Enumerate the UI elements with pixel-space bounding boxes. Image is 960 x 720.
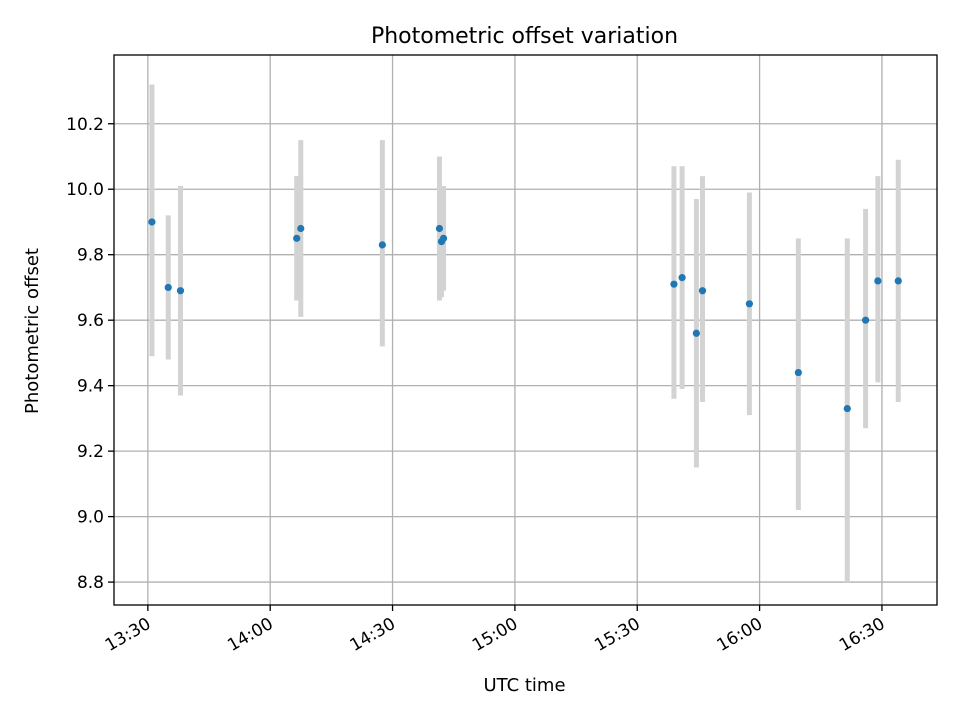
plot-frame [113,54,938,606]
x-tick-label: 14:00 [224,614,276,656]
data-point [692,329,700,337]
data-point [176,287,185,295]
x-tick-label: 16:30 [836,614,888,656]
data-point [843,404,851,413]
y-axis-ticks: 8.8 9.0 9.2 9.4 9.6 9.8 10.0 10.2 [66,115,114,593]
x-tick-label: 14:30 [347,614,399,656]
data-point [894,277,902,285]
y-tick-label: 10.0 [66,180,104,200]
data-points [148,218,902,413]
data-point [435,224,444,233]
grid-lines [114,55,937,605]
data-point [874,277,882,285]
data-point [862,316,870,324]
data-point [794,368,802,377]
data-point [745,300,753,308]
data-point [670,280,678,288]
chart-title: Photometric offset variation [371,24,678,49]
y-tick-label: 9.2 [77,442,104,462]
error-bars [149,84,901,583]
x-tick-label: 15:30 [591,614,643,656]
y-tick-label: 9.6 [77,311,104,331]
data-point [439,234,448,242]
data-point [698,287,707,295]
data-point [678,274,686,282]
x-axis-label: UTC time [483,675,565,696]
x-axis-ticks: 13:30 14:00 14:30 15:00 15:30 16:00 16:30 [102,605,888,656]
data-point [297,224,305,233]
y-tick-label: 9.8 [77,246,104,266]
y-tick-label: 8.8 [77,573,104,593]
data-point [148,218,156,226]
x-tick-label: 13:30 [102,614,154,656]
y-tick-label: 9.4 [77,377,104,397]
y-tick-label: 9.0 [77,508,104,528]
data-point [164,283,172,292]
y-axis-label: Photometric offset [22,248,43,414]
x-tick-label: 15:00 [469,614,521,656]
data-point [293,234,301,242]
x-tick-label: 16:00 [714,614,766,656]
y-tick-label: 10.2 [66,115,104,135]
data-point [378,241,386,249]
